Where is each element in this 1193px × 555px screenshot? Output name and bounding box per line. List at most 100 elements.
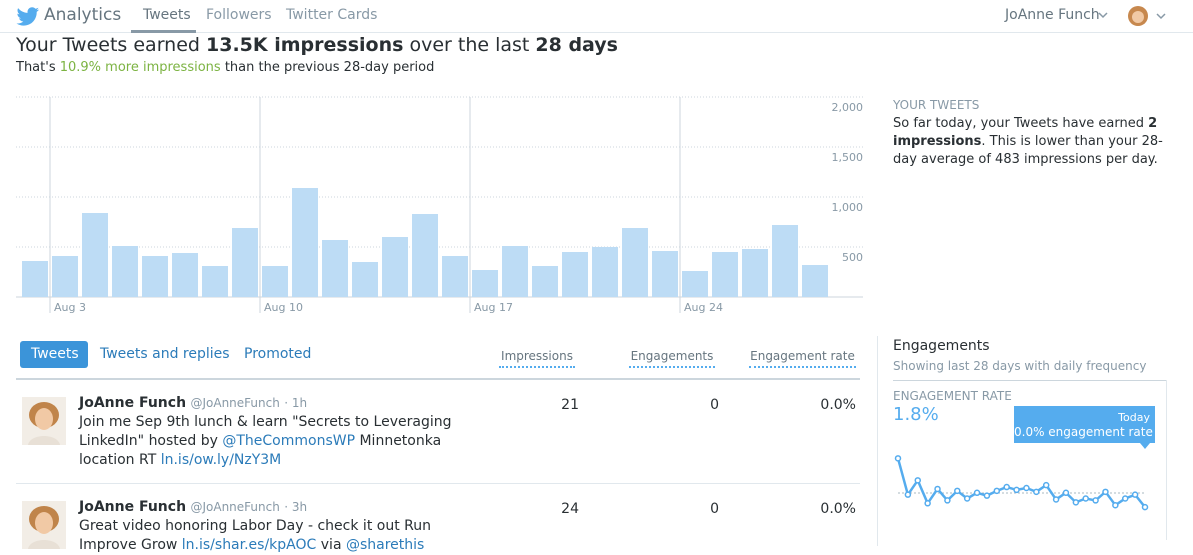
rate-label: ENGAGEMENT RATE [893, 389, 1012, 403]
point [1082, 495, 1089, 502]
tweet-text-part: via [316, 537, 346, 553]
nav-tab[interactable]: Twitter Cards [286, 7, 378, 23]
headline-part: over the last [403, 34, 536, 56]
time: · 1h [284, 396, 308, 410]
point [973, 489, 981, 497]
tooltip [1014, 406, 1155, 443]
author[interactable]: JoAnne Funch [79, 395, 187, 411]
point [963, 495, 971, 502]
tooltip-arrow [1140, 443, 1150, 449]
row-rule [16, 483, 860, 484]
rate-value: 1.8% [893, 404, 939, 425]
bar [412, 214, 438, 297]
tweet-link[interactable]: @TheCommonsWP [222, 433, 356, 449]
nav-bar: Analytics Tweets Followers Twitter Cards… [0, 0, 1193, 33]
headline-part: Your Tweets earned [16, 34, 207, 56]
avatar[interactable] [22, 397, 66, 445]
bar [712, 252, 738, 297]
text-part: So far today, your Tweets have earned [893, 116, 1149, 131]
x-tick-label: Aug 24 [684, 301, 723, 314]
tweet-tab[interactable]: Tweets and replies [100, 346, 230, 362]
point [924, 500, 931, 507]
brand[interactable]: Analytics [44, 5, 122, 25]
bar [322, 240, 348, 297]
bar [52, 256, 78, 297]
handle: @JoAnneFunch [190, 396, 280, 410]
point [944, 497, 951, 504]
tweet-link[interactable]: ln.is/shar.es/kpAOC [181, 537, 317, 553]
sub-part: than the previous 28-day period [220, 60, 435, 75]
point [954, 487, 961, 495]
nav-tab[interactable]: Tweets [143, 7, 191, 23]
point [1052, 496, 1060, 503]
engagements: 0 [710, 501, 719, 517]
column-header[interactable]: Engagements [629, 349, 715, 368]
impressions: 24 [561, 501, 579, 517]
y-tick-label: 2,000 [832, 101, 864, 114]
engagement-rate: 0.0% [820, 397, 856, 413]
sub-part: 10.9% more impressions [59, 60, 221, 75]
bar [112, 246, 138, 297]
bar [22, 261, 48, 297]
tweet-text-part: Join me Sep 9th lunch & learn "Secrets t… [79, 414, 452, 449]
point [1042, 481, 1050, 489]
bar [172, 253, 198, 297]
user-menu[interactable]: JoAnne Funch [1005, 7, 1100, 23]
y-tick-label: 1,500 [832, 151, 864, 164]
engagements-title: Engagements [893, 338, 990, 354]
point [914, 477, 922, 484]
point [1072, 499, 1080, 506]
time: · 3h [284, 500, 308, 514]
bar [772, 225, 798, 297]
your-tweets-text: So far today, your Tweets have earned 2 … [893, 115, 1178, 169]
point [1092, 497, 1099, 504]
point [894, 455, 902, 462]
tooltip-text: 0.0% engagement rate [1014, 425, 1153, 439]
engagements-subtitle: Showing last 28 days with daily frequenc… [893, 359, 1147, 373]
handle: @JoAnneFunch [190, 500, 280, 514]
tweet-link[interactable]: @sharethis [345, 537, 425, 553]
bar [682, 271, 708, 297]
column-header[interactable]: Impressions [499, 349, 575, 368]
tweet-link[interactable]: ln.is/ow.ly/NzY3M [160, 452, 282, 468]
nav-tab[interactable]: Followers [206, 7, 272, 23]
point [934, 485, 941, 493]
x-tick-label: Aug 17 [474, 301, 513, 314]
sub-part: That's [16, 60, 60, 75]
tooltip-title: Today [1118, 411, 1150, 424]
text-part: . This is lower than your 28-day average… [893, 134, 1163, 167]
active-tab-underline [131, 30, 196, 33]
bar [742, 249, 768, 297]
headline-part: 28 days [535, 34, 618, 56]
point [993, 487, 1001, 495]
avatar[interactable] [22, 501, 66, 549]
point [1102, 488, 1109, 496]
bar [562, 252, 588, 297]
tweet-text: Great video honoring Labor Day - check i… [79, 517, 459, 555]
point [1131, 491, 1139, 498]
divider [1166, 380, 1167, 540]
rule [893, 380, 1166, 381]
avatar-menu[interactable] [1128, 4, 1168, 28]
point [1141, 503, 1149, 511]
point [1062, 489, 1070, 497]
point [1033, 488, 1040, 496]
bar [532, 266, 558, 297]
bar [232, 228, 258, 297]
point [1112, 501, 1119, 509]
point [904, 491, 912, 498]
point [983, 492, 991, 499]
tweet-tab[interactable]: Tweets [31, 346, 79, 362]
tweet-tab[interactable]: Promoted [244, 346, 312, 362]
dropdown-caret [1098, 12, 1108, 19]
author[interactable]: JoAnne Funch [79, 499, 187, 515]
tweet-header: JoAnne Funch @JoAnneFunch · 3h [79, 499, 307, 515]
bar [352, 262, 378, 297]
bar [292, 188, 318, 297]
tweet-text-part: Minnetonka location RT [79, 433, 442, 468]
x-tick-label: Aug 10 [264, 301, 303, 314]
table-header-rule [16, 378, 860, 380]
your-tweets-heading: YOUR TWEETS [893, 98, 980, 112]
column-header[interactable]: Engagement rate [749, 349, 856, 368]
